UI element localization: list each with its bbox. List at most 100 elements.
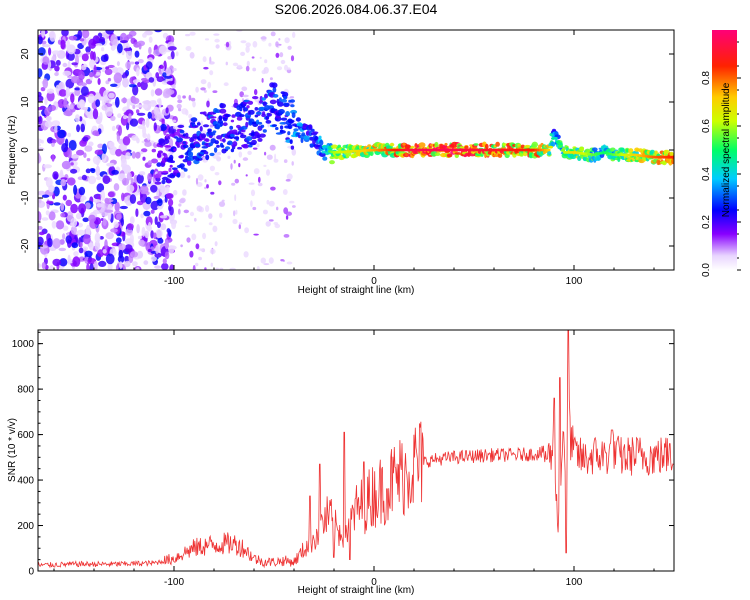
heatmap-cell: [172, 119, 177, 123]
heatmap-cell: [121, 50, 125, 56]
heatmap-cell: [293, 128, 299, 132]
heatmap-cell: [52, 171, 59, 180]
heatmap-cell: [95, 165, 101, 177]
heatmap-cell: [276, 206, 279, 211]
heatmap-cell: [283, 102, 290, 107]
heatmap-cell: [273, 158, 279, 163]
heatmap-cell: [245, 174, 248, 177]
heatmap-cell: [212, 90, 218, 93]
heatmap-cell: [142, 32, 147, 38]
heatmap-cell: [278, 38, 281, 41]
heatmap-cell: [176, 144, 180, 148]
heatmap-cell: [128, 84, 137, 88]
heatmap-cell: [85, 46, 91, 53]
heatmap-cell: [112, 66, 118, 74]
heatmap-cell: [104, 209, 114, 213]
heatmap-cell: [143, 79, 150, 84]
heatmap-cell: [165, 107, 169, 114]
heatmap-cell: [135, 151, 141, 159]
heatmap-cell: [253, 233, 259, 236]
heatmap-cell: [122, 77, 129, 88]
x-tick-label: 0: [371, 276, 377, 287]
heatmap-cell: [148, 77, 155, 83]
heatmap-cell: [105, 80, 110, 85]
heatmap-cell: [259, 106, 266, 111]
heatmap-cell: [259, 56, 262, 60]
heatmap-cell: [236, 116, 243, 121]
heatmap-cell: [232, 62, 239, 67]
heatmap-cell: [210, 138, 216, 144]
heatmap-cell: [204, 138, 210, 143]
heatmap-cell: [202, 124, 210, 128]
heatmap-cell: [240, 129, 246, 133]
heatmap-cell: [185, 33, 191, 37]
heatmap-cell: [62, 70, 72, 77]
heatmap-cell: [261, 113, 266, 118]
heatmap-cell: [116, 61, 120, 67]
heatmap-cell: [124, 260, 131, 268]
y-tick-label: 0: [20, 147, 31, 153]
heatmap-cell: [137, 235, 143, 240]
heatmap-cell: [38, 138, 43, 144]
heatmap-cell: [177, 94, 182, 100]
heatmap-cell: [254, 89, 258, 96]
heatmap-cell: [67, 254, 71, 265]
heatmap-cell: [114, 201, 120, 212]
heatmap-cell: [65, 199, 73, 207]
heatmap-cell: [189, 52, 195, 59]
heatmap-cell: [168, 167, 172, 173]
spectrogram-xlabel: Height of straight line (km): [298, 285, 415, 296]
heatmap-cell: [531, 141, 538, 148]
heatmap-cell: [216, 144, 220, 148]
heatmap-cell: [227, 155, 231, 159]
heatmap-cell: [98, 260, 107, 267]
heatmap-cell: [38, 143, 41, 147]
heatmap-cell: [201, 133, 207, 139]
heatmap-cell: [92, 108, 99, 120]
heatmap-cell: [73, 184, 78, 196]
heatmap-cell: [54, 72, 59, 77]
heatmap-cell: [156, 98, 162, 104]
heatmap-cell: [290, 104, 295, 108]
heatmap-cell: [195, 86, 199, 93]
heatmap-cell: [237, 131, 242, 135]
heatmap-cell: [95, 43, 103, 47]
heatmap-cell: [221, 145, 225, 148]
heatmap-cell: [42, 56, 50, 65]
heatmap-cell: [107, 77, 112, 82]
heatmap-cell: [46, 88, 55, 94]
heatmap-cell: [245, 42, 251, 48]
heatmap-cell: [143, 260, 149, 265]
heatmap-cell: [232, 141, 238, 147]
heatmap-cell: [60, 178, 66, 187]
heatmap-cell: [117, 43, 123, 54]
heatmap-cell: [219, 267, 224, 270]
heatmap-cell: [44, 107, 51, 116]
heatmap-cell: [200, 87, 206, 91]
heatmap-cell: [121, 97, 128, 103]
y-tick-label: 1000: [12, 339, 35, 350]
heatmap-cell: [174, 136, 178, 139]
heatmap-cell: [70, 225, 77, 235]
heatmap-cell: [59, 239, 65, 245]
heatmap-cell: [229, 125, 234, 130]
heatmap-cell: [132, 84, 139, 96]
heatmap-cell: [220, 121, 224, 127]
heatmap-cell: [69, 104, 74, 110]
colorbar-ticks: 0.0 0.2 0.4 0.6 0.8: [701, 41, 741, 277]
heatmap-cell: [170, 50, 175, 60]
heatmap-cell: [260, 36, 267, 40]
heatmap-cell: [125, 34, 133, 39]
heatmap-cell: [67, 147, 72, 159]
heatmap-cell: [262, 209, 268, 215]
heatmap-cell: [233, 159, 236, 164]
heatmap-cell: [105, 253, 115, 265]
heatmap-cell: [178, 203, 182, 207]
heatmap-cell: [81, 174, 87, 181]
heatmap-cell: [550, 141, 556, 147]
heatmap-cell: [285, 215, 289, 220]
heatmap-cell: [247, 100, 254, 105]
colorbar-tick-label: 0.2: [701, 215, 712, 229]
heatmap-cell: [308, 124, 313, 130]
heatmap-cell: [219, 103, 226, 109]
